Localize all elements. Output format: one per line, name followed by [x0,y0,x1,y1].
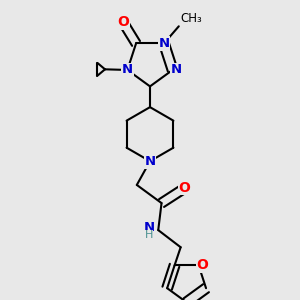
Text: H: H [145,230,153,240]
Text: N: N [143,221,155,234]
Text: O: O [196,258,208,272]
Text: N: N [171,64,182,76]
Text: N: N [144,155,156,168]
Text: O: O [117,15,129,29]
Text: O: O [179,181,190,195]
Text: N: N [122,64,133,76]
Text: N: N [158,37,169,50]
Text: CH₃: CH₃ [180,12,202,25]
